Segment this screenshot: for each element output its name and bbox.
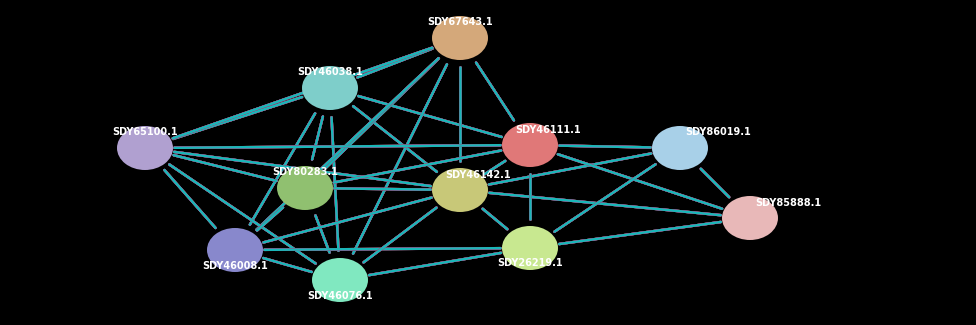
Text: SDY80283.1: SDY80283.1 xyxy=(272,167,338,177)
Ellipse shape xyxy=(502,123,558,167)
Ellipse shape xyxy=(652,126,708,170)
Text: SDY67643.1: SDY67643.1 xyxy=(427,17,493,27)
Ellipse shape xyxy=(722,196,778,240)
Text: SDY65100.1: SDY65100.1 xyxy=(112,127,178,137)
Ellipse shape xyxy=(302,66,358,110)
Text: SDY46076.1: SDY46076.1 xyxy=(307,291,373,301)
Text: SDY46038.1: SDY46038.1 xyxy=(297,67,363,77)
Ellipse shape xyxy=(502,226,558,270)
Text: SDY46111.1: SDY46111.1 xyxy=(515,125,581,135)
Ellipse shape xyxy=(117,126,173,170)
Ellipse shape xyxy=(277,166,333,210)
Ellipse shape xyxy=(207,228,263,272)
Text: SDY85888.1: SDY85888.1 xyxy=(755,198,821,208)
Text: SDY46142.1: SDY46142.1 xyxy=(445,170,510,180)
Text: SDY86019.1: SDY86019.1 xyxy=(685,127,751,137)
Text: SDY46008.1: SDY46008.1 xyxy=(202,261,267,271)
Text: SDY26219.1: SDY26219.1 xyxy=(497,258,563,268)
Ellipse shape xyxy=(432,16,488,60)
Ellipse shape xyxy=(432,168,488,212)
Ellipse shape xyxy=(312,258,368,302)
